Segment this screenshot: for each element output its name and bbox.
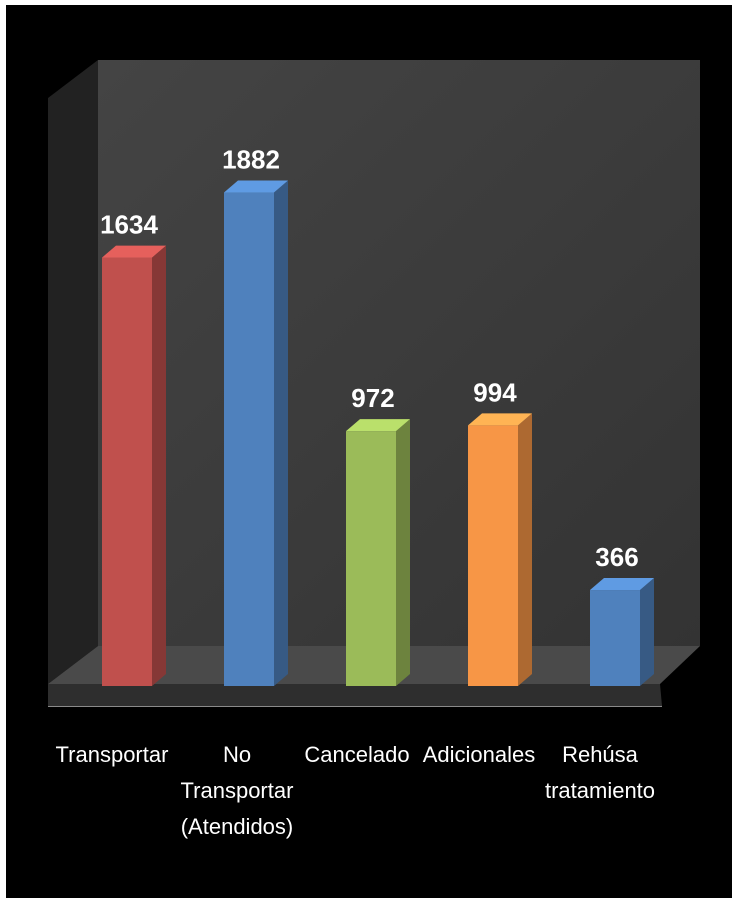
- bar-1: [102, 245, 166, 687]
- bar-side: [274, 180, 288, 686]
- bar-top: [346, 419, 410, 432]
- bar-side: [396, 419, 410, 686]
- category-label: Cancelado: [304, 742, 409, 767]
- category-label: tratamiento: [545, 778, 655, 803]
- value-label: 1634: [100, 210, 158, 240]
- category-label: Adicionales: [423, 742, 536, 767]
- category-label: Rehúsa: [562, 742, 639, 767]
- bar-top: [468, 413, 532, 426]
- bar-3: [346, 419, 410, 686]
- value-label: 994: [473, 377, 517, 407]
- bar-front: [468, 425, 518, 686]
- bar-front: [224, 192, 274, 686]
- value-label: 1882: [222, 145, 280, 175]
- category-label: Transportar: [181, 778, 294, 803]
- bar-5: [590, 578, 654, 686]
- bar-side: [518, 413, 532, 686]
- bar-front: [590, 590, 640, 686]
- bar-top: [224, 180, 288, 193]
- floor-front: [48, 684, 662, 706]
- bar-top: [590, 578, 654, 591]
- bar-4: [468, 413, 532, 686]
- bar-top: [102, 245, 166, 258]
- category-label: Transportar: [56, 742, 169, 767]
- bar-2: [224, 180, 288, 686]
- bar-front: [102, 257, 152, 686]
- value-label: 366: [595, 542, 638, 572]
- value-label: 972: [351, 383, 394, 413]
- bar-side: [640, 578, 654, 686]
- category-label: No: [223, 742, 251, 767]
- bar-front: [346, 431, 396, 686]
- category-label: (Atendidos): [181, 814, 294, 839]
- bar-side: [152, 245, 166, 687]
- side-wall: [48, 60, 98, 684]
